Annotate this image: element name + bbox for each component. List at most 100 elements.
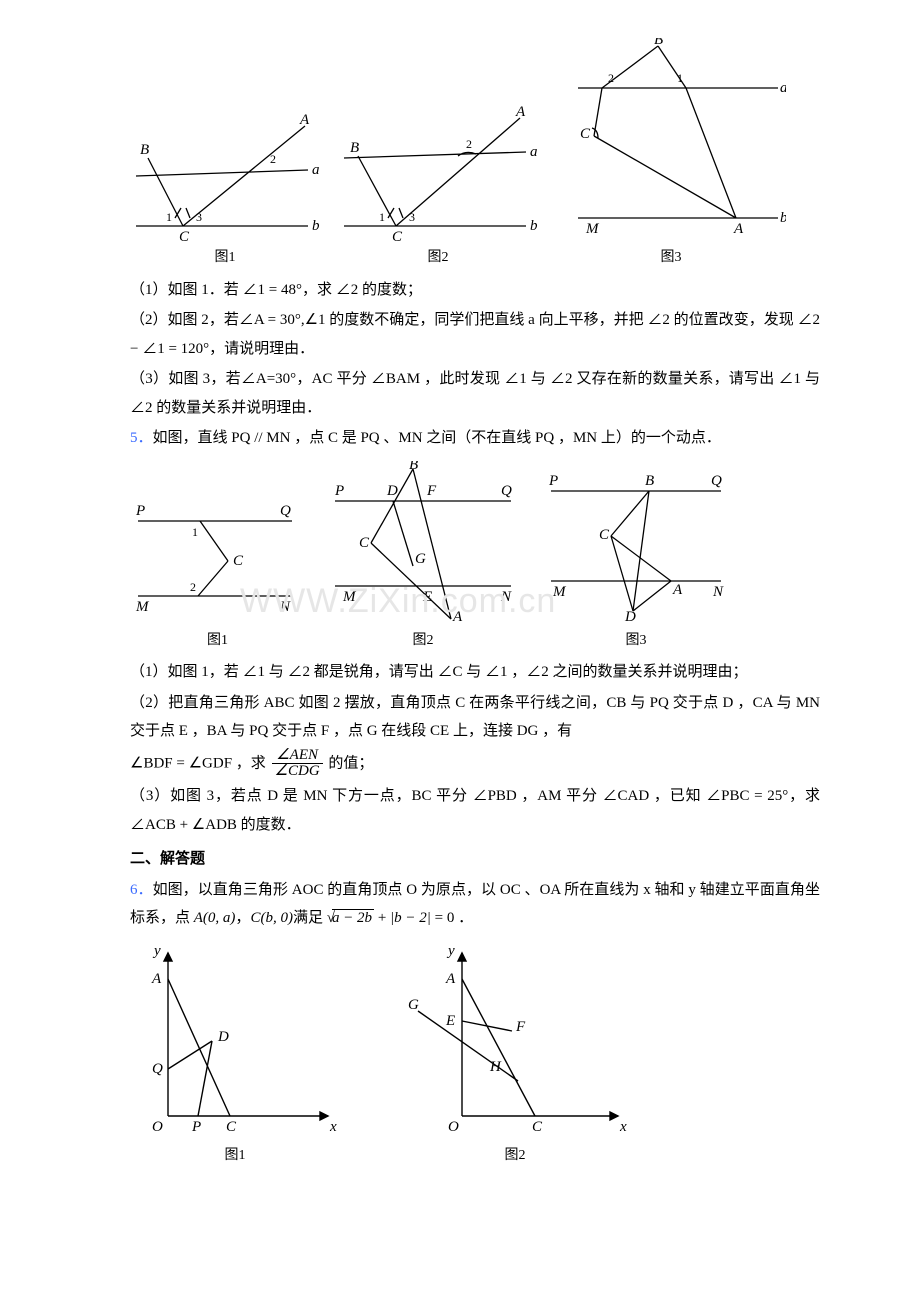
p4-fig1-svg: A B C a b 1 2 3 — [130, 78, 320, 243]
lbl-3b: 3 — [409, 210, 415, 224]
p4-fig3: B C M A a b 1 2 图3 — [556, 38, 786, 272]
svg-text:D: D — [386, 483, 398, 499]
svg-text:M: M — [342, 589, 357, 605]
p5-part2b-pre: ∠BDF = ∠GDF ，求 — [130, 755, 266, 771]
p5-fig2-svg: B P Q D F C G M N E A — [323, 461, 523, 626]
p6-plus: + — [374, 910, 390, 926]
p6-pointC: C(b, 0) — [250, 910, 293, 926]
p6-fig2-caption: 图2 — [505, 1143, 526, 1170]
p6-lead-b: 满足 — [293, 910, 323, 926]
p6-fig2-svg: y x A G E F H O C — [400, 941, 630, 1141]
svg-text:N: N — [500, 589, 512, 605]
lbl-M3: M — [585, 221, 600, 237]
p6-fig1: y x A Q O P C D 图1 — [130, 941, 340, 1170]
svg-text:C: C — [226, 1119, 237, 1135]
svg-text:H: H — [489, 1059, 502, 1075]
lbl-b: b — [312, 218, 320, 234]
p4-fig1: A B C a b 1 2 3 图1 — [130, 78, 320, 272]
svg-text:P: P — [334, 483, 344, 499]
lbl-B: B — [140, 142, 149, 158]
svg-text:Q: Q — [501, 483, 512, 499]
p4-fig3-caption: 图3 — [661, 245, 682, 272]
svg-text:M: M — [552, 584, 567, 600]
svg-text:A: A — [452, 609, 463, 625]
lbl-2c: 2 — [608, 71, 614, 85]
svg-text:1: 1 — [192, 525, 198, 539]
lbl-1c: 1 — [677, 71, 683, 85]
lbl-1b: 1 — [379, 210, 385, 224]
p5-fig2: B P Q D F C G M N E A 图2 — [323, 461, 523, 655]
p5-part3: （3）如图 3，若点 D 是 MN 下方一点，BC 平分 ∠PBD ，AM 平分… — [130, 782, 820, 839]
svg-text:C: C — [599, 527, 610, 543]
p4-figure-row: A B C a b 1 2 3 图1 — [130, 38, 820, 272]
lbl-A2: A — [515, 104, 526, 120]
lbl-2: 2 — [270, 152, 276, 166]
p6-fig2: y x A G E F H O C 图2 — [400, 941, 630, 1170]
p4-fig2: A B C a b 1 2 3 图2 — [338, 78, 538, 272]
lbl-b3: b — [780, 210, 786, 226]
svg-text:M: M — [135, 599, 150, 615]
svg-text:A: A — [445, 971, 456, 987]
p6-abs: |b − 2| — [390, 910, 431, 926]
svg-text:D: D — [217, 1029, 229, 1045]
svg-text:Q: Q — [711, 473, 722, 489]
lbl-b2: b — [530, 218, 538, 234]
lbl-a2: a — [530, 144, 538, 160]
p4-part2: （2）如图 2，若∠A = 30°,∠1 的度数不确定，同学们把直线 a 向上平… — [130, 306, 820, 363]
p5-frac-den: ∠CDG — [272, 764, 323, 780]
p5-fig3: P Q B C M N A D 图3 — [541, 461, 731, 655]
section2-heading: 二、解答题 — [130, 845, 820, 874]
svg-text:A: A — [151, 971, 162, 987]
lbl-C2: C — [392, 229, 403, 243]
svg-text:O: O — [152, 1119, 163, 1135]
lbl-1: 1 — [166, 210, 172, 224]
svg-text:C: C — [233, 553, 244, 569]
p5-lead: 5．如图，直线 PQ // MN ，点 C 是 PQ 、MN 之间（不在直线 P… — [130, 424, 820, 453]
lbl-C3: C — [580, 126, 591, 142]
svg-text:P: P — [548, 473, 558, 489]
p5-figure-row: P Q M N C 1 2 图1 — [130, 461, 820, 655]
p5-part2b-post: 的值； — [328, 755, 373, 771]
svg-text:D: D — [624, 609, 636, 625]
svg-text:Q: Q — [280, 503, 291, 519]
p6-lead: 6．如图，以直角三角形 AOC 的直角顶点 O 为原点，以 OC 、OA 所在直… — [130, 876, 820, 933]
p6-figure-row: y x A Q O P C D 图1 — [130, 941, 820, 1170]
svg-text:N: N — [279, 599, 291, 615]
p5-fig1-caption: 图1 — [207, 628, 228, 655]
svg-text:F: F — [426, 483, 437, 499]
p5-fraction: ∠AEN ∠CDG — [272, 748, 323, 781]
p4-fig2-caption: 图2 — [428, 245, 449, 272]
p5-part2b: ∠BDF = ∠GDF ，求 ∠AEN ∠CDG 的值； — [130, 748, 820, 781]
p5-frac-num: ∠AEN — [272, 748, 323, 765]
p6-pointA: A(0, a) — [194, 910, 236, 926]
svg-text:G: G — [408, 997, 419, 1013]
p5-fig3-svg: P Q B C M N A D — [541, 461, 731, 626]
svg-text:2: 2 — [190, 580, 196, 594]
svg-text:B: B — [409, 461, 418, 473]
p5-fig1: P Q M N C 1 2 图1 — [130, 491, 305, 655]
svg-text:C: C — [359, 535, 370, 551]
svg-text:y: y — [446, 943, 455, 959]
lbl-B2: B — [350, 140, 359, 156]
svg-text:N: N — [712, 584, 724, 600]
svg-text:P: P — [135, 503, 145, 519]
p5-part1: （1）如图 1，若 ∠1 与 ∠2 都是锐角，请写出 ∠C 与 ∠1 ，∠2 之… — [130, 658, 820, 687]
svg-text:y: y — [152, 943, 161, 959]
lbl-a3: a — [780, 80, 786, 96]
p5-num: 5． — [130, 430, 153, 446]
p5-part2a: （2）把直角三角形 ABC 如图 2 摆放，直角顶点 C 在两条平行线之间，CB… — [130, 689, 820, 746]
lbl-C: C — [179, 229, 190, 243]
p4-part1: （1）如图 1．若 ∠1 = 48°，求 ∠2 的度数； — [130, 276, 820, 305]
svg-text:C: C — [532, 1119, 543, 1135]
p6-fig1-svg: y x A Q O P C D — [130, 941, 340, 1141]
p4-fig1-caption: 图1 — [215, 245, 236, 272]
svg-text:B: B — [645, 473, 654, 489]
svg-text:P: P — [191, 1119, 201, 1135]
svg-text:F: F — [515, 1019, 526, 1035]
svg-text:G: G — [415, 551, 426, 567]
p6-num: 6． — [130, 882, 153, 898]
svg-text:Q: Q — [152, 1061, 163, 1077]
p5-fig3-caption: 图3 — [626, 628, 647, 655]
p6-tail: = 0 ． — [431, 910, 473, 926]
p4-fig2-svg: A B C a b 1 2 3 — [338, 78, 538, 243]
